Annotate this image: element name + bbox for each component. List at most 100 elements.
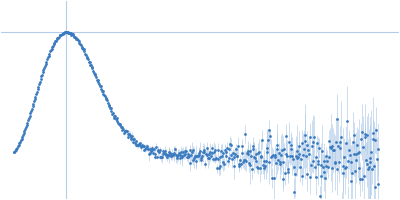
Point <box>178 154 185 157</box>
Point <box>229 158 235 161</box>
Point <box>280 160 286 163</box>
Point <box>18 137 25 140</box>
Point <box>79 47 86 50</box>
Point <box>222 151 229 154</box>
Point <box>331 149 337 152</box>
Point <box>309 160 316 163</box>
Point <box>33 92 39 95</box>
Point <box>145 148 151 151</box>
Point <box>223 154 230 157</box>
Point <box>360 145 366 149</box>
Point <box>190 148 197 152</box>
Point <box>148 147 155 150</box>
Point <box>336 160 342 163</box>
Point <box>82 52 88 55</box>
Point <box>16 144 22 147</box>
Point <box>118 125 124 129</box>
Point <box>264 147 270 150</box>
Point <box>98 88 104 91</box>
Point <box>25 118 31 122</box>
Point <box>215 157 222 160</box>
Point <box>315 163 322 166</box>
Point <box>257 166 263 170</box>
Point <box>340 171 346 174</box>
Point <box>138 145 145 148</box>
Point <box>290 165 297 168</box>
Point <box>32 95 39 98</box>
Point <box>248 154 254 158</box>
Point <box>319 149 325 153</box>
Point <box>65 31 72 34</box>
Point <box>346 148 352 151</box>
Point <box>350 140 356 143</box>
Point <box>35 86 42 89</box>
Point <box>176 151 182 154</box>
Point <box>130 141 136 144</box>
Point <box>54 37 60 40</box>
Point <box>88 63 94 66</box>
Point <box>179 155 186 159</box>
Point <box>326 140 332 143</box>
Point <box>62 30 68 33</box>
Point <box>122 129 128 132</box>
Point <box>137 142 143 145</box>
Point <box>162 150 168 153</box>
Point <box>224 146 230 149</box>
Point <box>84 56 90 59</box>
Point <box>30 103 36 106</box>
Point <box>154 149 161 152</box>
Point <box>183 149 189 152</box>
Point <box>270 153 276 156</box>
Point <box>327 146 333 149</box>
Point <box>273 162 279 165</box>
Point <box>40 71 46 74</box>
Point <box>155 149 162 152</box>
Point <box>146 152 152 155</box>
Point <box>100 90 106 93</box>
Point <box>198 156 204 159</box>
Point <box>233 148 239 151</box>
Point <box>334 168 341 171</box>
Point <box>95 81 102 84</box>
Point <box>185 153 192 156</box>
Point <box>37 80 43 84</box>
Point <box>353 158 360 162</box>
Point <box>304 143 310 147</box>
Point <box>194 155 200 158</box>
Point <box>266 129 273 132</box>
Point <box>139 143 146 146</box>
Point <box>42 64 48 68</box>
Point <box>109 112 116 115</box>
Point <box>345 160 352 163</box>
Point <box>294 149 300 152</box>
Point <box>31 99 37 103</box>
Point <box>312 176 319 179</box>
Point <box>287 154 293 157</box>
Point <box>40 69 47 72</box>
Point <box>45 55 51 58</box>
Point <box>94 78 100 82</box>
Point <box>292 155 299 158</box>
Point <box>165 151 172 154</box>
Point <box>209 151 216 154</box>
Point <box>64 30 71 33</box>
Point <box>318 164 324 167</box>
Point <box>266 161 272 164</box>
Point <box>133 143 140 146</box>
Point <box>105 103 112 107</box>
Point <box>106 105 112 108</box>
Point <box>275 159 282 162</box>
Point <box>238 144 245 147</box>
Point <box>47 50 53 53</box>
Point <box>202 162 208 166</box>
Point <box>290 157 296 161</box>
Point <box>132 139 139 143</box>
Point <box>20 132 27 135</box>
Point <box>289 154 295 158</box>
Point <box>188 154 194 157</box>
Point <box>199 154 205 157</box>
Point <box>93 75 99 78</box>
Point <box>147 147 154 150</box>
Point <box>261 160 268 163</box>
Point <box>369 137 376 141</box>
